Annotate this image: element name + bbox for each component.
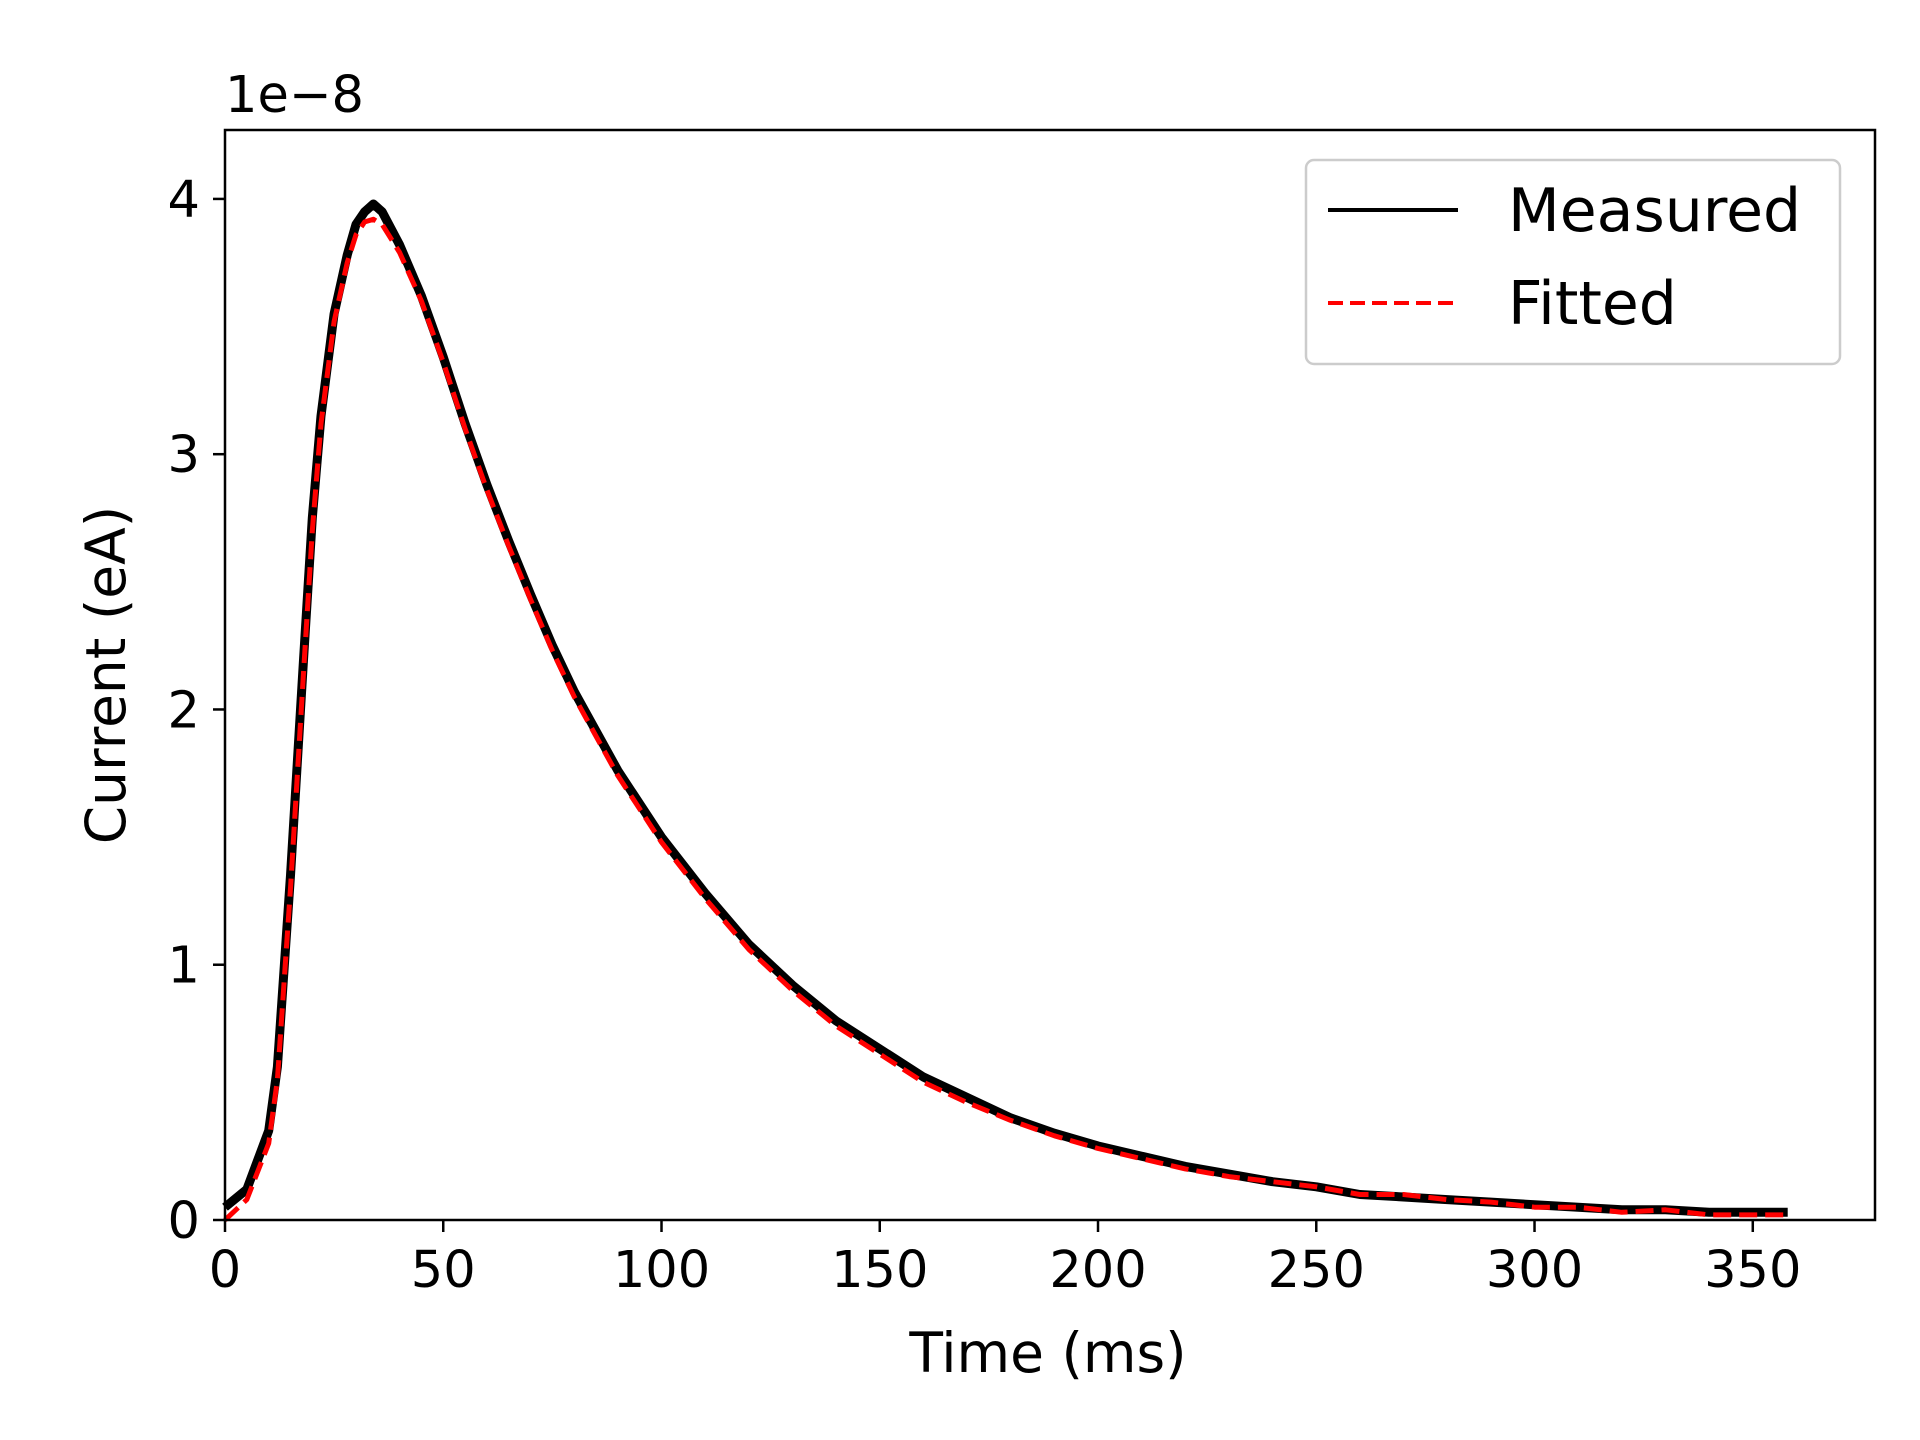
y-tick-label: 3 bbox=[168, 426, 200, 485]
x-tick-label: 100 bbox=[613, 1241, 710, 1300]
y-tick-label: 4 bbox=[168, 171, 200, 230]
x-axis-label: Time (ms) bbox=[908, 1321, 1186, 1385]
series-line-fitted bbox=[223, 216, 1788, 1222]
y-tick-label: 2 bbox=[168, 681, 200, 740]
x-tick-label: 250 bbox=[1268, 1241, 1365, 1300]
y-axis: 0 1 2 3 4 bbox=[168, 171, 225, 1251]
y-axis-label: Current (eA) bbox=[74, 506, 138, 844]
y-offset-label: 1e−8 bbox=[225, 66, 364, 125]
series-layer bbox=[222, 199, 1788, 1222]
legend-fitted-label: Fitted bbox=[1508, 269, 1677, 339]
legend: Measured Fitted bbox=[1304, 158, 1842, 366]
y-tick-label: 1 bbox=[168, 937, 200, 996]
x-tick-label: 0 bbox=[209, 1241, 241, 1300]
legend-measured-label: Measured bbox=[1508, 176, 1801, 246]
plot-frame bbox=[223, 128, 1877, 1222]
x-tick-label: 300 bbox=[1486, 1241, 1583, 1300]
x-tick-label: 50 bbox=[411, 1241, 476, 1300]
x-tick-label: 150 bbox=[831, 1241, 928, 1300]
x-tick-label: 350 bbox=[1704, 1241, 1801, 1300]
x-axis: 0 50 100 150 200 250 300 350 bbox=[209, 1220, 1801, 1300]
x-tick-label: 200 bbox=[1049, 1241, 1146, 1300]
y-tick-label: 0 bbox=[168, 1192, 200, 1251]
